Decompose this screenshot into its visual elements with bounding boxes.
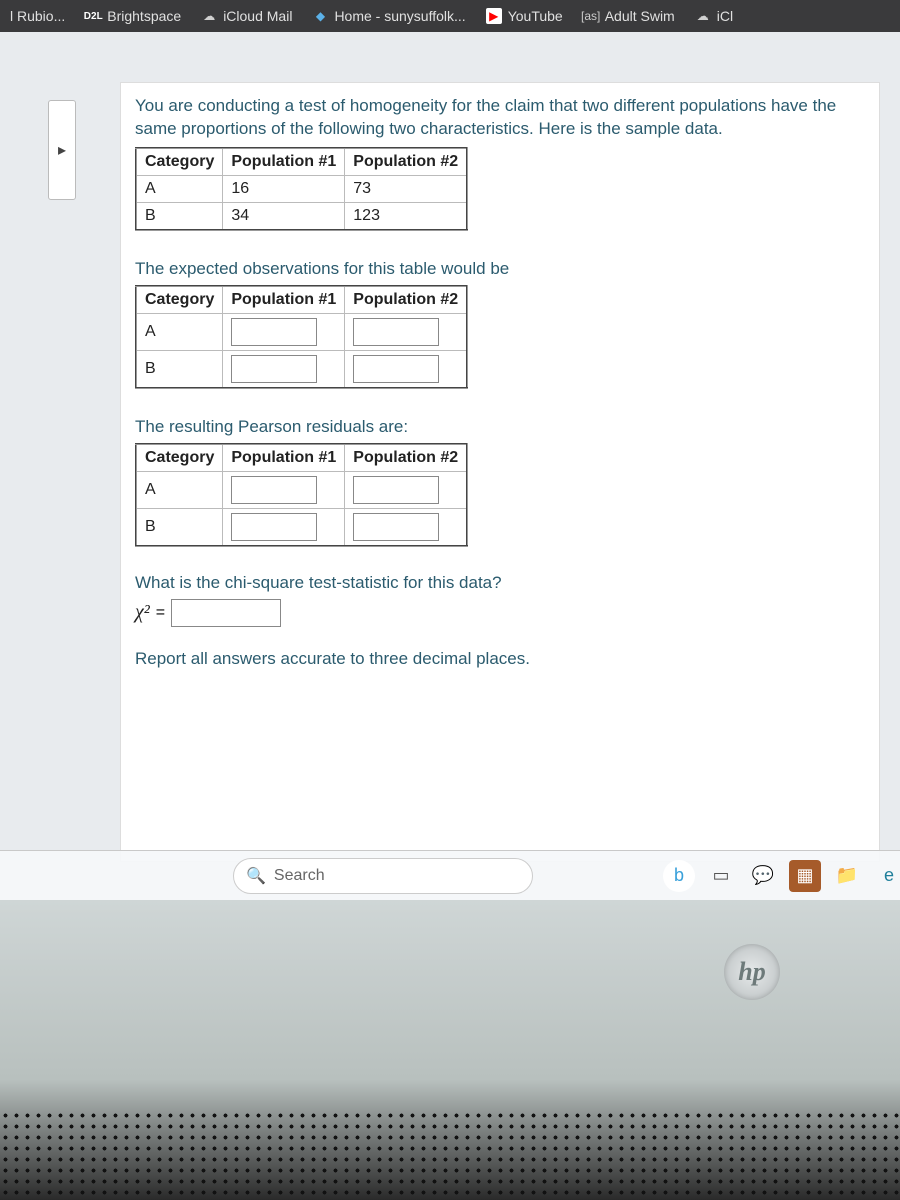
chi-equation: χ² = xyxy=(135,599,865,627)
table-row: B xyxy=(136,350,467,388)
bookmark-label: Brightspace xyxy=(107,8,181,24)
table-header: Category xyxy=(136,286,223,314)
question-card: You are conducting a test of homogeneity… xyxy=(120,82,880,862)
chi-symbol: χ² xyxy=(135,601,150,624)
table-header: Category xyxy=(136,444,223,472)
edge-icon[interactable]: e xyxy=(873,860,900,892)
residual-b-pop2-input[interactable] xyxy=(353,513,439,541)
desk-photo-area: hp xyxy=(0,900,900,1200)
table-header: Category xyxy=(136,148,223,176)
home-icon: ◆ xyxy=(312,8,328,24)
expected-b-pop1-input[interactable] xyxy=(231,355,317,383)
table-row: A xyxy=(136,471,467,508)
bookmark-label: l Rubio... xyxy=(10,8,65,24)
d2l-icon: D2L xyxy=(85,8,101,24)
bookmark-icloud-mail[interactable]: ☁ iCloud Mail xyxy=(195,6,298,26)
cell xyxy=(223,508,345,546)
taskview-icon[interactable]: ▭ xyxy=(705,860,737,892)
bookmark-sunysuffolk[interactable]: ◆ Home - sunysuffolk... xyxy=(306,6,471,26)
as-icon: [as] xyxy=(583,8,599,24)
cell: 34 xyxy=(223,202,345,230)
explorer-icon[interactable]: 📁 xyxy=(831,860,863,892)
bookmark-label: YouTube xyxy=(508,8,563,24)
cell: A xyxy=(136,313,223,350)
cell: 73 xyxy=(345,175,467,202)
hp-logo: hp xyxy=(724,944,780,1000)
chat-icon[interactable]: 💬 xyxy=(747,860,779,892)
table-header: Population #2 xyxy=(345,444,467,472)
cell xyxy=(345,471,467,508)
equals-sign: = xyxy=(156,604,165,622)
chi-question: What is the chi-square test-statistic fo… xyxy=(135,573,865,593)
bookmark-label: Adult Swim xyxy=(605,8,675,24)
bookmark-adultswim[interactable]: [as] Adult Swim xyxy=(577,6,681,26)
taskbar-search[interactable]: 🔍 Search xyxy=(233,858,533,894)
table-row: A 16 73 xyxy=(136,175,467,202)
bookmark-label: Home - sunysuffolk... xyxy=(334,8,465,24)
cell: B xyxy=(136,202,223,230)
search-icon: 🔍 xyxy=(246,866,266,886)
chi-square-input[interactable] xyxy=(171,599,281,627)
residual-b-pop1-input[interactable] xyxy=(231,513,317,541)
keyboard-dots xyxy=(0,1110,900,1200)
cell: B xyxy=(136,350,223,388)
chevron-right-icon: ▸ xyxy=(58,140,66,160)
table-row: B 34 123 xyxy=(136,202,467,230)
app1-icon[interactable]: ▦ xyxy=(789,860,821,892)
taskbar: 🔍 Search b ▭ 💬 ▦ 📁 e xyxy=(0,850,900,900)
residual-a-pop1-input[interactable] xyxy=(231,476,317,504)
cell xyxy=(345,350,467,388)
cell: B xyxy=(136,508,223,546)
cell xyxy=(223,313,345,350)
table-header: Population #1 xyxy=(223,148,345,176)
cloud-icon: ☁ xyxy=(201,8,217,24)
table-header: Population #2 xyxy=(345,286,467,314)
residual-a-pop2-input[interactable] xyxy=(353,476,439,504)
question-intro: You are conducting a test of homogeneity… xyxy=(135,95,865,141)
expected-a-pop1-input[interactable] xyxy=(231,318,317,346)
youtube-icon: ▶ xyxy=(486,8,502,24)
start-button[interactable] xyxy=(212,859,223,893)
bing-icon[interactable]: b xyxy=(663,860,695,892)
cell: A xyxy=(136,471,223,508)
expected-label: The expected observations for this table… xyxy=(135,259,865,279)
cell: 16 xyxy=(223,175,345,202)
expected-b-pop2-input[interactable] xyxy=(353,355,439,383)
content-area: You are conducting a test of homogeneity… xyxy=(0,32,900,862)
residuals-table: Category Population #1 Population #2 A B xyxy=(135,443,468,547)
expected-table: Category Population #1 Population #2 A B xyxy=(135,285,468,389)
precision-note: Report all answers accurate to three dec… xyxy=(135,649,865,669)
expected-a-pop2-input[interactable] xyxy=(353,318,439,346)
cell xyxy=(223,350,345,388)
side-expand-tab[interactable]: ▸ xyxy=(48,100,76,200)
table-header: Population #2 xyxy=(345,148,467,176)
table-row: A xyxy=(136,313,467,350)
table-header: Population #1 xyxy=(223,286,345,314)
table-row: B xyxy=(136,508,467,546)
bookmark-brightspace[interactable]: D2L Brightspace xyxy=(79,6,187,26)
bookmark-label: iCl xyxy=(717,8,733,24)
cell xyxy=(345,313,467,350)
bookmark-icl[interactable]: ☁ iCl xyxy=(689,6,739,26)
bookmarks-bar: l Rubio... D2L Brightspace ☁ iCloud Mail… xyxy=(0,0,900,32)
bookmark-label: iCloud Mail xyxy=(223,8,292,24)
cell: A xyxy=(136,175,223,202)
taskbar-icons: b ▭ 💬 ▦ 📁 e xyxy=(663,860,900,892)
cell xyxy=(223,471,345,508)
residuals-label: The resulting Pearson residuals are: xyxy=(135,417,865,437)
bookmark-youtube[interactable]: ▶ YouTube xyxy=(480,6,569,26)
bookmark-rubio[interactable]: l Rubio... xyxy=(4,6,71,26)
cloud-icon: ☁ xyxy=(695,8,711,24)
cell xyxy=(345,508,467,546)
sample-data-table: Category Population #1 Population #2 A 1… xyxy=(135,147,468,231)
search-placeholder: Search xyxy=(274,867,325,885)
hp-text: hp xyxy=(738,957,765,987)
cell: 123 xyxy=(345,202,467,230)
table-header: Population #1 xyxy=(223,444,345,472)
